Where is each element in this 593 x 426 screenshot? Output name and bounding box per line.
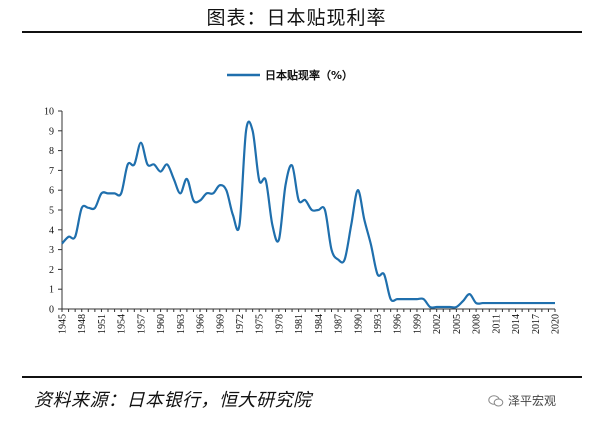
x-tick-label: 1963 xyxy=(176,314,187,334)
x-tick-label: 2017 xyxy=(531,314,542,334)
y-tick-label: 9 xyxy=(49,126,54,137)
y-tick-label: 8 xyxy=(49,146,54,157)
x-tick-label: 1945 xyxy=(58,314,69,334)
y-axis: 0 1 2 3 4 5 6 7 8 9 10 xyxy=(44,107,63,316)
x-tick-label: 1996 xyxy=(393,314,404,334)
x-tick-label: 1972 xyxy=(235,314,246,334)
bottom-rule xyxy=(22,376,582,378)
legend-label: 日本贴现率（%） xyxy=(265,68,353,82)
source-note: 资料来源：日本银行，恒大研究院 xyxy=(34,390,312,411)
x-tick-label: 1960 xyxy=(156,314,167,334)
plot-area xyxy=(61,120,555,309)
x-tick-label: 1975 xyxy=(255,314,266,334)
x-tick-label: 2014 xyxy=(511,314,522,334)
wechat-icon xyxy=(488,394,504,406)
y-tick-label: 2 xyxy=(49,265,54,276)
x-tick-label: 1954 xyxy=(117,314,128,334)
y-tick-label: 10 xyxy=(44,107,54,118)
x-tick-label: 1957 xyxy=(136,314,147,334)
x-tick-label: 2008 xyxy=(472,314,483,334)
x-tick-label: 1948 xyxy=(77,314,88,334)
x-tick-label: 1951 xyxy=(97,314,108,334)
y-tick-label: 7 xyxy=(49,166,54,177)
y-tick-label: 0 xyxy=(49,305,54,316)
x-tick-label: 1987 xyxy=(334,314,345,334)
x-tick-label: 2005 xyxy=(452,314,463,334)
x-tick-label: 1969 xyxy=(215,314,226,334)
x-tick-label: 1984 xyxy=(314,314,325,334)
y-tick-label: 3 xyxy=(49,245,54,256)
x-tick-label: 2020 xyxy=(551,314,562,334)
y-tick-label: 6 xyxy=(49,186,54,197)
x-tick-label: 2011 xyxy=(491,314,502,334)
watermark: 泽平宏观 xyxy=(488,392,556,409)
figure-title: 图表：日本贴现利率 xyxy=(206,7,387,29)
x-axis: 1945 1948 1951 1954 1957 1960 1963 1966 1969 1972… xyxy=(58,308,562,334)
x-tick-label: 1981 xyxy=(294,314,305,334)
watermark-text: 泽平宏观 xyxy=(508,394,557,408)
x-tick-label: 1993 xyxy=(373,314,384,334)
top-rule xyxy=(22,31,582,33)
x-tick-label: 1978 xyxy=(274,314,285,334)
x-tick-label: 1999 xyxy=(412,314,423,334)
y-tick-label: 1 xyxy=(49,285,54,296)
legend: 日本贴现率（%） xyxy=(227,68,353,82)
x-tick-label: 1990 xyxy=(353,314,364,334)
x-tick-label: 1966 xyxy=(196,314,207,334)
y-tick-label: 4 xyxy=(49,225,54,236)
y-tick-label: 5 xyxy=(49,206,54,217)
x-tick-label: 2002 xyxy=(432,314,443,334)
series-line-discount-rate xyxy=(61,120,555,309)
